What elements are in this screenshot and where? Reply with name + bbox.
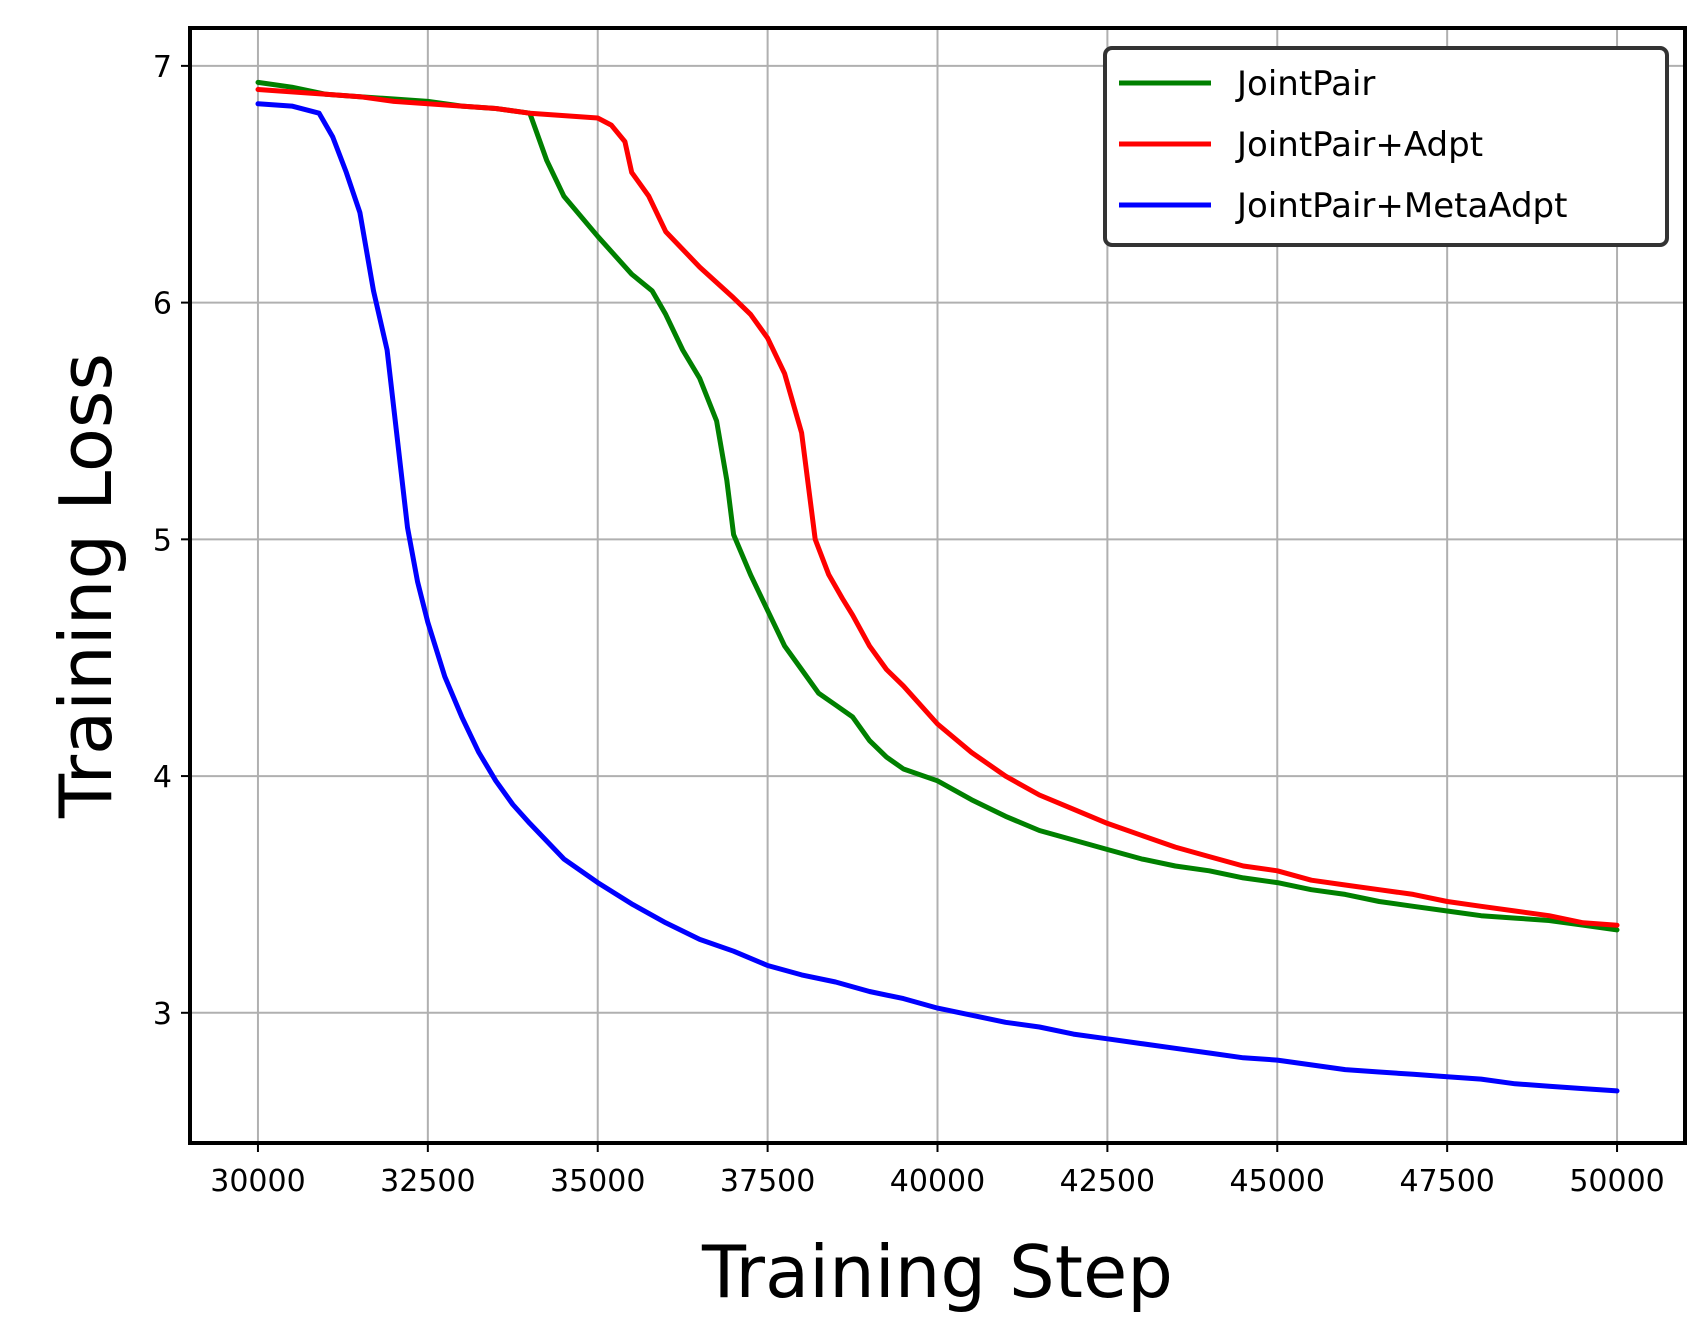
series-line-1 bbox=[255, 87, 1620, 928]
x-tick-label: 42500 bbox=[1060, 1164, 1155, 1199]
legend-label-1: JointPair+Adpt bbox=[1235, 125, 1483, 165]
x-axis-title: Training Step bbox=[701, 1230, 1173, 1314]
series-line-2 bbox=[255, 101, 1620, 1094]
x-tick-label: 37500 bbox=[720, 1164, 815, 1199]
y-tick-label: 7 bbox=[153, 50, 172, 85]
y-tick-label: 3 bbox=[153, 997, 172, 1032]
x-tick-label: 35000 bbox=[550, 1164, 645, 1199]
x-tick-label: 32500 bbox=[380, 1164, 475, 1199]
series-layer bbox=[255, 79, 1620, 1094]
x-tick-label: 50000 bbox=[1569, 1164, 1664, 1199]
y-tick-label: 4 bbox=[153, 760, 172, 795]
legend-box bbox=[1103, 46, 1669, 247]
legend-label-0: JointPair bbox=[1235, 64, 1375, 104]
x-tick-label: 30000 bbox=[210, 1164, 305, 1199]
x-tick-label: 40000 bbox=[890, 1164, 985, 1199]
legend: JointPair JointPair+Adpt JointPair+MetaAdp… bbox=[1103, 46, 1669, 247]
legend-label-2: JointPair+MetaAdpt bbox=[1235, 186, 1567, 226]
x-tick-label: 47500 bbox=[1399, 1164, 1494, 1199]
axis-ticks: 30000 32500 35000 37500 40000 42500 45000 47500… bbox=[153, 50, 1665, 1199]
y-tick-label: 6 bbox=[153, 287, 172, 322]
y-tick-label: 5 bbox=[153, 523, 172, 558]
y-axis-title: Training Loss bbox=[44, 353, 128, 819]
series-line-0 bbox=[255, 79, 1620, 933]
x-tick-label: 45000 bbox=[1230, 1164, 1325, 1199]
